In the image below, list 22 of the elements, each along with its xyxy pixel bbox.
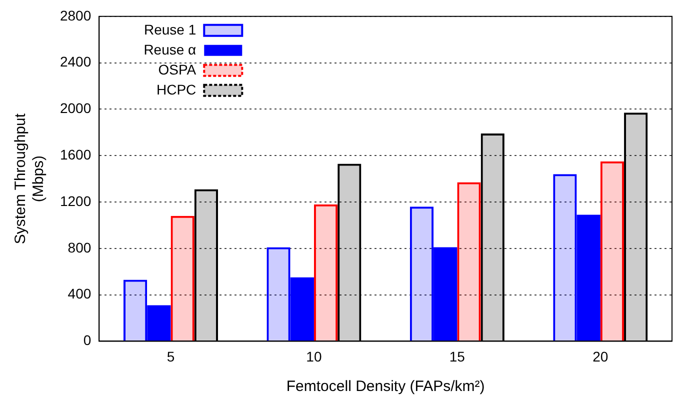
legend-label: HCPC — [156, 81, 196, 98]
y-tick-label: 1200 — [60, 192, 92, 209]
y-tick-label: 0 — [83, 332, 92, 348]
bar — [600, 161, 624, 341]
y-tick-label: 2000 — [60, 100, 92, 116]
x-axis-title: Femtocell Density (FAPs/km²) — [286, 378, 485, 396]
bar — [170, 216, 194, 341]
y-tick-label: 800 — [68, 239, 92, 256]
y-tick-label: 2400 — [60, 54, 92, 70]
y-axis-title: System Throughput (Mbps) — [12, 112, 48, 244]
y-tick-label: 2800 — [60, 7, 92, 24]
legend-label: Reuse 1 — [144, 21, 196, 38]
y-tick-label: 400 — [68, 286, 92, 302]
legend-label: Reuse α — [144, 41, 196, 58]
bar — [314, 204, 338, 341]
y-tick-label: 1600 — [60, 146, 92, 162]
bar — [457, 182, 481, 341]
legend-label: OSPA — [158, 61, 197, 78]
x-tick-label: 20 — [592, 348, 608, 364]
x-tick-label: 15 — [449, 348, 466, 364]
x-tick-label: 10 — [306, 348, 322, 364]
x-tick-label: 5 — [166, 348, 175, 364]
